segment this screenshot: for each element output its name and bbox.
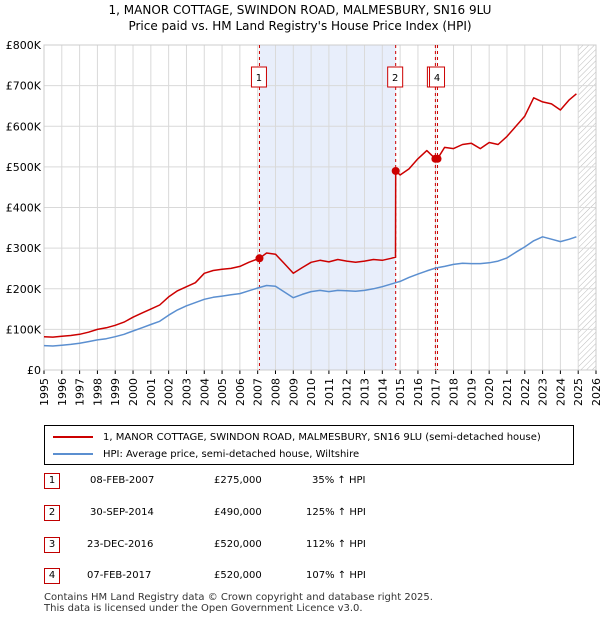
y-tick-label: £500K <box>6 161 42 174</box>
chart-title: 1, MANOR COTTAGE, SWINDON ROAD, MALMESBU… <box>108 3 492 17</box>
row-hpi: 107% ↑ HPI <box>306 570 366 581</box>
y-tick-label: £200K <box>6 283 42 296</box>
x-tick-label: 1999 <box>109 378 122 406</box>
sale-marker-box <box>429 66 446 88</box>
row-hpi: 125% ↑ HPI <box>306 507 366 518</box>
y-tick-label: £700K <box>6 80 42 93</box>
row-price: £520,000 <box>214 539 262 550</box>
x-tick-label: 2022 <box>519 378 532 406</box>
sale-marker-label: 1 <box>256 73 262 84</box>
y-tick-label: £0 <box>27 364 41 377</box>
x-tick-label: 1996 <box>56 378 69 406</box>
sale-marker-label: 4 <box>434 73 440 84</box>
footer-licence: This data is licensed under the Open Gov… <box>44 603 363 614</box>
sale-marker-label: 2 <box>392 73 398 84</box>
legend-swatch-hpi <box>53 453 93 455</box>
x-tick-label: 2014 <box>376 378 389 406</box>
y-tick-label: £600K <box>6 120 42 133</box>
row-price: £275,000 <box>214 475 262 486</box>
legend-label-price: 1, MANOR COTTAGE, SWINDON ROAD, MALMESBU… <box>103 431 541 443</box>
row-number-badge: 2 <box>44 505 60 521</box>
x-tick-label: 2025 <box>572 378 585 406</box>
x-tick-label: 2013 <box>359 378 372 406</box>
x-tick-label: 2004 <box>198 378 211 406</box>
x-tick-label: 2026 <box>590 378 600 406</box>
x-tick-label: 2001 <box>145 378 158 406</box>
chart-subtitle: Price paid vs. HM Land Registry's House … <box>128 19 472 33</box>
x-tick-label: 2007 <box>252 378 265 406</box>
x-tick-label: 2010 <box>305 378 318 406</box>
sale-marker-box <box>387 66 404 88</box>
y-tick-label: £400K <box>6 202 42 215</box>
x-tick-label: 2024 <box>554 378 567 406</box>
row-date: 30-SEP-2014 <box>90 507 154 518</box>
legend-label-hpi: HPI: Average price, semi-detached house,… <box>103 448 360 460</box>
footer-copyright: Contains HM Land Registry data © Crown c… <box>44 592 433 603</box>
x-tick-label: 2000 <box>127 378 140 406</box>
x-tick-label: 1997 <box>74 378 87 406</box>
sale-point <box>433 154 442 163</box>
price-chart: £0 £100K £200K £300K £400K £500K £600K £700K £80… <box>6 39 600 406</box>
x-tick-label: 2012 <box>341 378 354 406</box>
x-tick-label: 2006 <box>234 378 247 406</box>
row-date: 23-DEC-2016 <box>87 539 154 550</box>
row-hpi: 35% ↑ HPI <box>312 475 366 486</box>
x-tick-label: 1995 <box>38 378 51 406</box>
x-tick-label: 2003 <box>180 378 193 406</box>
price-line <box>43 93 577 338</box>
sale-marker-box <box>250 66 267 88</box>
x-tick-label: 2020 <box>483 378 496 406</box>
y-tick-label: £800K <box>6 39 42 52</box>
legend: 1, MANOR COTTAGE, SWINDON ROAD, MALMESBU… <box>44 425 574 465</box>
row-hpi: 112% ↑ HPI <box>306 539 366 550</box>
x-tick-label: 2018 <box>448 378 461 406</box>
x-tick-label: 1998 <box>91 378 104 406</box>
x-tick-label: 2017 <box>430 378 443 406</box>
x-tick-label: 2016 <box>412 378 425 406</box>
x-tick-label: 2005 <box>216 378 229 406</box>
row-date: 08-FEB-2007 <box>90 475 155 486</box>
x-tick-label: 2015 <box>394 378 407 406</box>
row-number-badge: 1 <box>44 473 60 489</box>
row-number-badge: 4 <box>44 568 60 584</box>
row-date: 07-FEB-2017 <box>87 570 152 581</box>
sale-point <box>255 254 264 263</box>
x-tick-label: 2023 <box>537 378 550 406</box>
x-tick-label: 2008 <box>269 378 282 406</box>
x-tick-label: 2002 <box>163 378 176 406</box>
legend-swatch-price <box>53 436 93 438</box>
hpi-line <box>43 236 577 347</box>
y-tick-label: £300K <box>6 242 42 255</box>
x-tick-label: 2019 <box>465 378 478 406</box>
legend-item-price: 1, MANOR COTTAGE, SWINDON ROAD, MALMESBU… <box>53 429 541 445</box>
x-tick-label: 2011 <box>323 378 336 406</box>
row-price: £520,000 <box>214 570 262 581</box>
x-tick-label: 2009 <box>287 378 300 406</box>
plot-frame <box>43 44 597 371</box>
row-price: £490,000 <box>214 507 262 518</box>
legend-item-hpi: HPI: Average price, semi-detached house,… <box>53 446 359 462</box>
y-tick-label: £100K <box>6 323 42 336</box>
row-number-badge: 3 <box>44 537 60 553</box>
x-tick-label: 2021 <box>501 378 514 406</box>
sale-point <box>391 166 400 175</box>
